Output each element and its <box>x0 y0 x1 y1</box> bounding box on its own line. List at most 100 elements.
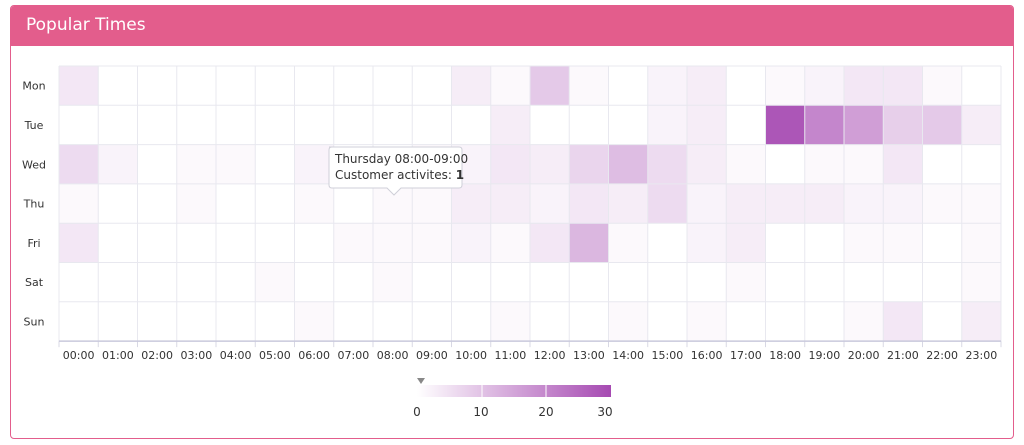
heatmap-cell[interactable] <box>59 66 99 106</box>
heatmap-cell[interactable] <box>530 105 570 145</box>
heatmap-cell[interactable] <box>647 223 687 263</box>
heatmap-cell[interactable] <box>98 183 138 224</box>
heatmap-cell[interactable] <box>804 66 844 106</box>
heatmap-cell[interactable] <box>922 262 962 302</box>
heatmap-cell[interactable] <box>490 223 530 263</box>
heatmap-cell[interactable] <box>726 144 766 184</box>
heatmap-cell[interactable] <box>137 66 177 106</box>
heatmap-cell[interactable] <box>647 262 687 302</box>
heatmap-cell[interactable] <box>804 183 844 224</box>
heatmap-cell[interactable] <box>373 301 413 342</box>
heatmap-cell[interactable] <box>922 105 962 145</box>
heatmap-cell[interactable] <box>294 105 334 145</box>
heatmap-cell[interactable] <box>765 262 805 302</box>
heatmap-cell[interactable] <box>412 223 452 263</box>
heatmap-cell[interactable] <box>765 105 805 145</box>
heatmap-cell[interactable] <box>569 301 609 342</box>
heatmap-cell[interactable] <box>883 301 923 342</box>
heatmap-cell[interactable] <box>255 144 295 184</box>
heatmap-cell[interactable] <box>412 183 452 224</box>
heatmap-cell[interactable] <box>137 183 177 224</box>
heatmap-cell[interactable] <box>333 183 373 224</box>
heatmap-cell[interactable] <box>255 223 295 263</box>
heatmap-cell[interactable] <box>451 105 491 145</box>
heatmap-cell[interactable] <box>59 144 99 184</box>
heatmap-cell[interactable] <box>294 144 334 184</box>
heatmap-cell[interactable] <box>687 183 727 224</box>
heatmap-cell[interactable] <box>176 301 216 342</box>
heatmap-cell[interactable] <box>59 301 99 342</box>
heatmap-cell[interactable] <box>59 105 99 145</box>
heatmap-cell[interactable] <box>569 183 609 224</box>
heatmap-cell[interactable] <box>922 301 962 342</box>
heatmap-cell[interactable] <box>98 223 138 263</box>
heatmap-cell[interactable] <box>922 144 962 184</box>
heatmap-cell[interactable] <box>804 301 844 342</box>
heatmap-cell[interactable] <box>333 105 373 145</box>
heatmap-cell[interactable] <box>647 301 687 342</box>
heatmap-cell[interactable] <box>530 144 570 184</box>
heatmap-cell[interactable] <box>98 144 138 184</box>
heatmap-cell[interactable] <box>333 223 373 263</box>
heatmap-cell[interactable] <box>844 105 884 145</box>
heatmap-cell[interactable] <box>883 223 923 263</box>
heatmap-cell[interactable] <box>687 301 727 342</box>
heatmap-cell[interactable] <box>647 183 687 224</box>
heatmap-cell[interactable] <box>530 262 570 302</box>
heatmap-cell[interactable] <box>961 105 1001 145</box>
heatmap-cell[interactable] <box>98 262 138 302</box>
heatmap-cell[interactable] <box>530 66 570 106</box>
heatmap-cell[interactable] <box>726 66 766 106</box>
heatmap-cell[interactable] <box>137 105 177 145</box>
heatmap-cell[interactable] <box>412 301 452 342</box>
heatmap-cell[interactable] <box>569 105 609 145</box>
heatmap-cell[interactable] <box>294 66 334 106</box>
heatmap-cell[interactable] <box>530 301 570 342</box>
heatmap-cell[interactable] <box>137 301 177 342</box>
heatmap-cell[interactable] <box>216 144 256 184</box>
heatmap-cell[interactable] <box>844 301 884 342</box>
heatmap-cell[interactable] <box>333 66 373 106</box>
heatmap-cell[interactable] <box>255 183 295 224</box>
heatmap-cell[interactable] <box>961 66 1001 106</box>
heatmap-cell[interactable] <box>726 105 766 145</box>
heatmap-cell[interactable] <box>765 183 805 224</box>
heatmap-cell[interactable] <box>844 262 884 302</box>
heatmap-cell[interactable] <box>687 144 727 184</box>
heatmap-cell[interactable] <box>176 262 216 302</box>
heatmap-cell[interactable] <box>490 105 530 145</box>
heatmap-cell[interactable] <box>804 144 844 184</box>
heatmap-cell[interactable] <box>216 262 256 302</box>
heatmap-cell[interactable] <box>294 262 334 302</box>
heatmap-cell[interactable] <box>490 262 530 302</box>
heatmap-cell[interactable] <box>844 144 884 184</box>
heatmap-cell[interactable] <box>490 183 530 224</box>
heatmap-cell[interactable] <box>765 223 805 263</box>
heatmap-cell[interactable] <box>883 183 923 224</box>
heatmap-cell[interactable] <box>961 301 1001 342</box>
heatmap-cell[interactable] <box>687 105 727 145</box>
heatmap-cell[interactable] <box>451 183 491 224</box>
heatmap-cell[interactable] <box>844 183 884 224</box>
heatmap-cell[interactable] <box>255 262 295 302</box>
heatmap-cell[interactable] <box>451 223 491 263</box>
heatmap-cell[interactable] <box>137 144 177 184</box>
heatmap-cell[interactable] <box>255 105 295 145</box>
heatmap-cell[interactable] <box>412 105 452 145</box>
heatmap-cell[interactable] <box>216 66 256 106</box>
heatmap-cell[interactable] <box>883 66 923 106</box>
heatmap-cell[interactable] <box>569 262 609 302</box>
heatmap-cell[interactable] <box>687 262 727 302</box>
heatmap-cell[interactable] <box>883 105 923 145</box>
heatmap-cell[interactable] <box>569 66 609 106</box>
heatmap-cell[interactable] <box>726 183 766 224</box>
heatmap-cell[interactable] <box>647 144 687 184</box>
heatmap-cell[interactable] <box>373 223 413 263</box>
heatmap-cell[interactable] <box>765 301 805 342</box>
heatmap-cell[interactable] <box>922 183 962 224</box>
heatmap-cell[interactable] <box>137 262 177 302</box>
heatmap-cell[interactable] <box>608 105 648 145</box>
heatmap-cell[interactable] <box>530 223 570 263</box>
heatmap-cell[interactable] <box>294 301 334 342</box>
heatmap-cell[interactable] <box>569 144 609 184</box>
